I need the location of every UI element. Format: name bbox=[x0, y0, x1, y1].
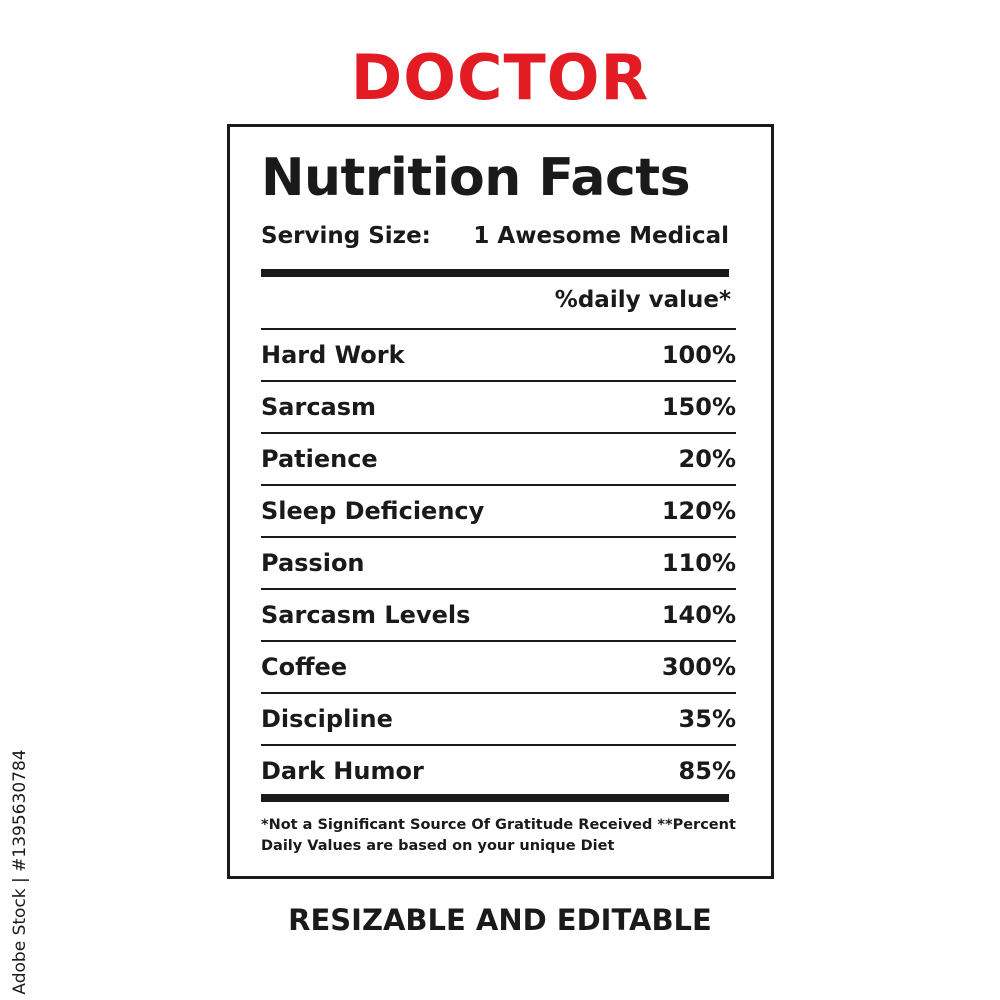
nutrient-name: Sarcasm bbox=[261, 393, 377, 421]
nutrient-row: Sarcasm Levels 140% bbox=[261, 588, 736, 640]
nutrient-rows: Hard Work 100% Sarcasm 150% Patience 20% Sl… bbox=[261, 328, 736, 796]
nutrition-label: Nutrition Facts Serving Size: 1 Awesome … bbox=[227, 124, 774, 879]
nutrient-row: Patience 20% bbox=[261, 432, 736, 484]
nutrient-row: Sarcasm 150% bbox=[261, 380, 736, 432]
daily-value-header: %daily value* bbox=[554, 287, 731, 313]
nutrient-row: Passion 110% bbox=[261, 536, 736, 588]
nutrient-value: 150% bbox=[661, 393, 736, 421]
nutrient-value: 120% bbox=[661, 497, 736, 525]
nutrient-name: Hard Work bbox=[261, 341, 405, 369]
nutrient-value: 140% bbox=[661, 601, 736, 629]
page-title: DOCTOR bbox=[350, 41, 650, 114]
footnote: *Not a Significant Source Of Gratitude R… bbox=[261, 817, 736, 854]
nutrient-row: Discipline 35% bbox=[261, 692, 736, 744]
nutrient-name: Coffee bbox=[261, 653, 348, 681]
stock-id-watermark: Adobe Stock | #1395630784 bbox=[6, 749, 34, 995]
label-heading: Nutrition Facts bbox=[261, 148, 691, 208]
nutrient-row: Sleep Deficiency 120% bbox=[261, 484, 736, 536]
nutrient-name: Discipline bbox=[261, 705, 393, 733]
nutrient-row: Hard Work 100% bbox=[261, 328, 736, 380]
nutrient-name: Passion bbox=[261, 549, 365, 577]
thick-divider-top bbox=[261, 269, 729, 277]
nutrient-value: 100% bbox=[661, 341, 736, 369]
nutrient-value: 35% bbox=[678, 705, 736, 733]
nutrient-row: Coffee 300% bbox=[261, 640, 736, 692]
nutrient-name: Patience bbox=[261, 445, 378, 473]
nutrient-value: 20% bbox=[678, 445, 736, 473]
thick-divider-bottom bbox=[261, 794, 729, 802]
stock-id-text: Adobe Stock | #1395630784 bbox=[10, 749, 30, 995]
nutrient-value: 110% bbox=[661, 549, 736, 577]
bottom-caption: RESIZABLE AND EDITABLE bbox=[288, 903, 712, 937]
serving-size-label: Serving Size: bbox=[261, 223, 431, 249]
serving-size-value: 1 Awesome Medical bbox=[473, 223, 729, 249]
nutrient-name: Sleep Deficiency bbox=[261, 497, 485, 525]
nutrient-name: Dark Humor bbox=[261, 757, 424, 785]
nutrient-value: 85% bbox=[678, 757, 736, 785]
nutrient-name: Sarcasm Levels bbox=[261, 601, 471, 629]
nutrient-value: 300% bbox=[661, 653, 736, 681]
nutrient-row: Dark Humor 85% bbox=[261, 744, 736, 796]
